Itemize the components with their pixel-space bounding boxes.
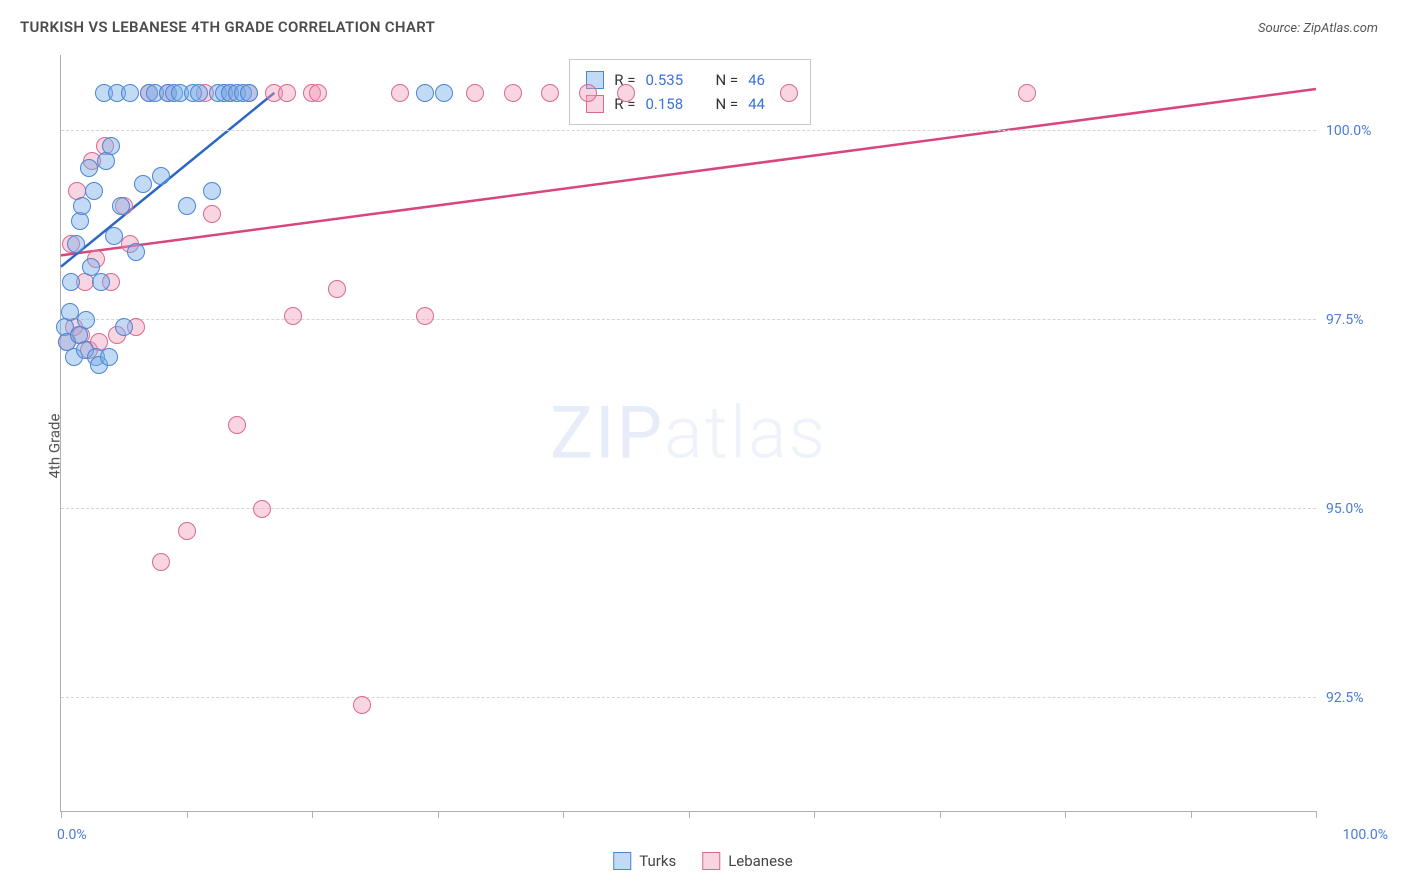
y-tick-label: 100.0% bbox=[1326, 123, 1386, 139]
x-tick bbox=[61, 811, 62, 818]
lebanese-point bbox=[541, 84, 559, 102]
x-min-label: 0.0% bbox=[57, 827, 87, 843]
x-tick bbox=[438, 811, 439, 818]
chart-title: TURKISH VS LEBANESE 4TH GRADE CORRELATIO… bbox=[20, 18, 435, 36]
turks-point bbox=[62, 273, 80, 291]
legend-item-lebanese: Lebanese bbox=[702, 852, 793, 870]
y-tick-label: 97.5% bbox=[1326, 312, 1386, 328]
lebanese-legend-swatch-icon bbox=[702, 852, 720, 870]
lebanese-point bbox=[178, 522, 196, 540]
y-tick-label: 95.0% bbox=[1326, 501, 1386, 517]
turks-point bbox=[85, 182, 103, 200]
lebanese-point bbox=[328, 280, 346, 298]
lebanese-point bbox=[253, 500, 271, 518]
turks-point bbox=[416, 84, 434, 102]
y-tick-label: 92.5% bbox=[1326, 690, 1386, 706]
legend-item-turks: Turks bbox=[613, 852, 676, 870]
lebanese-point bbox=[284, 307, 302, 325]
lebanese-point bbox=[309, 84, 327, 102]
turks-point bbox=[435, 84, 453, 102]
lebanese-point bbox=[416, 307, 434, 325]
gridline bbox=[61, 697, 1316, 698]
x-tick bbox=[1191, 811, 1192, 818]
x-tick bbox=[689, 811, 690, 818]
gridline bbox=[61, 508, 1316, 509]
bottom-legend: Turks Lebanese bbox=[613, 852, 793, 870]
turks-point bbox=[92, 273, 110, 291]
turks-point bbox=[80, 159, 98, 177]
x-max-label: 100.0% bbox=[1343, 827, 1388, 843]
gridline bbox=[61, 319, 1316, 320]
turks-point bbox=[73, 197, 91, 215]
n-label: N = bbox=[715, 92, 738, 116]
lebanese-point bbox=[353, 696, 371, 714]
lebanese-point bbox=[780, 84, 798, 102]
turks-point bbox=[115, 318, 133, 336]
x-tick bbox=[187, 811, 188, 818]
x-tick bbox=[814, 811, 815, 818]
turks-point bbox=[61, 303, 79, 321]
turks-point bbox=[77, 311, 95, 329]
lebanese-point bbox=[152, 553, 170, 571]
turks-legend-swatch-icon bbox=[613, 852, 631, 870]
turks-point bbox=[102, 137, 120, 155]
legend-label: Lebanese bbox=[728, 852, 793, 870]
turks-point bbox=[178, 197, 196, 215]
source-attribution: Source: ZipAtlas.com bbox=[1258, 21, 1378, 36]
turks-point bbox=[67, 235, 85, 253]
x-tick bbox=[563, 811, 564, 818]
stats-legend-box: R =0.535N =46R =0.158N =44 bbox=[569, 59, 811, 125]
n-label: N = bbox=[715, 68, 738, 92]
plot-area: ZIPatlas R =0.535N =46R =0.158N =44 92.5… bbox=[60, 55, 1316, 812]
x-tick bbox=[312, 811, 313, 818]
lebanese-point bbox=[203, 205, 221, 223]
lebanese-point bbox=[617, 84, 635, 102]
plot-wrapper: ZIPatlas R =0.535N =46R =0.158N =44 92.5… bbox=[60, 55, 1316, 812]
x-tick bbox=[940, 811, 941, 818]
header: TURKISH VS LEBANESE 4TH GRADE CORRELATIO… bbox=[0, 0, 1406, 46]
turks-point bbox=[152, 167, 170, 185]
turks-point bbox=[112, 197, 130, 215]
turks-point bbox=[134, 175, 152, 193]
x-tick bbox=[1316, 811, 1317, 818]
lebanese-point bbox=[504, 84, 522, 102]
lebanese-point bbox=[228, 416, 246, 434]
turks-point bbox=[100, 348, 118, 366]
turks-point bbox=[127, 243, 145, 261]
lebanese-point bbox=[278, 84, 296, 102]
lebanese-point bbox=[466, 84, 484, 102]
turks-point bbox=[190, 84, 208, 102]
gridline bbox=[61, 130, 1316, 131]
r-value: 0.158 bbox=[645, 92, 691, 116]
turks-point bbox=[203, 182, 221, 200]
lebanese-point bbox=[391, 84, 409, 102]
turks-point bbox=[121, 84, 139, 102]
chart-container: TURKISH VS LEBANESE 4TH GRADE CORRELATIO… bbox=[0, 0, 1406, 892]
x-tick bbox=[1065, 811, 1066, 818]
legend-label: Turks bbox=[639, 852, 676, 870]
turks-point bbox=[105, 227, 123, 245]
lebanese-point bbox=[579, 84, 597, 102]
r-value: 0.535 bbox=[645, 68, 691, 92]
turks-point bbox=[240, 84, 258, 102]
lebanese-point bbox=[1018, 84, 1036, 102]
